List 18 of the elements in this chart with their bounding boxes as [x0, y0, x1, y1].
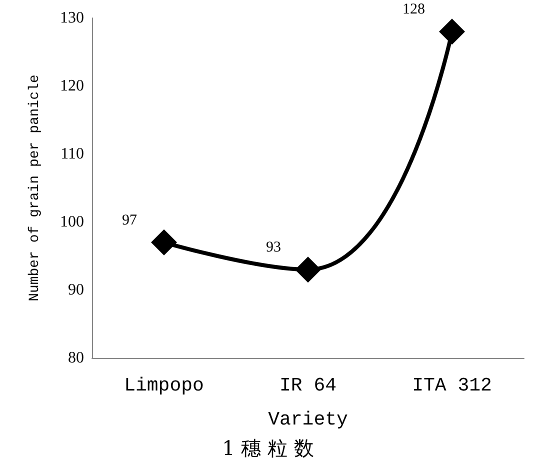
data-label: 93 [266, 240, 281, 256]
y-tick-label: 110 [60, 146, 84, 162]
data-label: 128 [402, 2, 425, 18]
x-tick-label: ITA 312 [412, 374, 492, 396]
y-tick-label: 100 [60, 214, 84, 230]
y-tick-label: 130 [60, 10, 84, 26]
y-tick-label: 80 [68, 350, 84, 366]
x-tick-label: Limpopo [124, 374, 204, 396]
text: 1 穗 粒 数 [222, 436, 314, 460]
y-tick-label: 90 [68, 282, 84, 298]
y-axis-title: Number of grain per panicle [27, 74, 43, 302]
point [295, 256, 321, 283]
x-tick-label: IR 64 [279, 374, 337, 396]
point [439, 18, 465, 45]
data-label: 97 [122, 212, 138, 228]
y-tick-label: 120 [60, 78, 84, 94]
point [151, 229, 177, 256]
x-axis-title: Variety [268, 408, 348, 430]
